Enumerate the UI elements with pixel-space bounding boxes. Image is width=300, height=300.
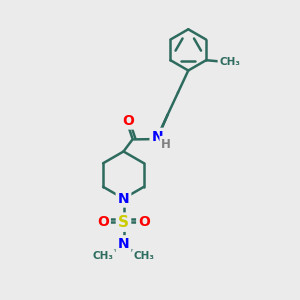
Text: S: S xyxy=(118,214,129,230)
Text: N: N xyxy=(118,192,129,206)
Text: O: O xyxy=(97,215,109,229)
Text: O: O xyxy=(122,114,134,128)
Text: O: O xyxy=(138,215,150,229)
Text: CH₃: CH₃ xyxy=(219,57,240,67)
Text: N: N xyxy=(152,130,163,144)
Text: CH₃: CH₃ xyxy=(134,251,154,261)
Text: N: N xyxy=(118,237,129,251)
Text: H: H xyxy=(161,138,171,151)
Text: CH₃: CH₃ xyxy=(92,251,113,261)
